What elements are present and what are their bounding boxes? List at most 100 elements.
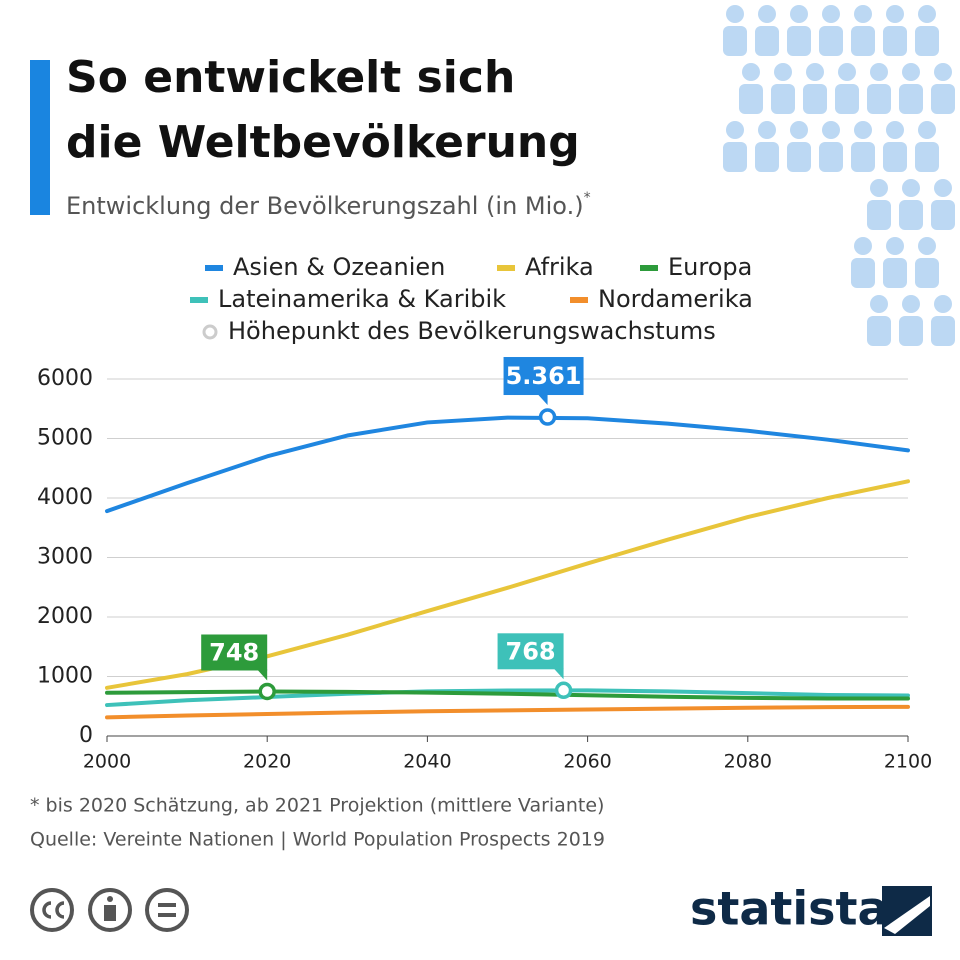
person-icon <box>726 5 744 23</box>
person-icon <box>723 26 747 56</box>
person-icon <box>758 121 776 139</box>
person-icon <box>915 258 939 288</box>
person-icon <box>835 84 859 114</box>
person-icon <box>739 84 763 114</box>
person-icon <box>918 5 936 23</box>
person-icon <box>851 26 875 56</box>
person-icon <box>934 295 952 313</box>
person-icon <box>854 121 872 139</box>
line <box>105 688 910 708</box>
person-icon <box>918 237 936 255</box>
y-tick-label: 4000 <box>37 485 93 510</box>
person-icon <box>870 63 888 81</box>
y-tick-label: 1000 <box>37 664 93 689</box>
person-icon <box>870 179 888 197</box>
person-icon <box>886 121 904 139</box>
person-icon <box>867 316 891 346</box>
peak-marker <box>258 682 276 701</box>
person-icon <box>771 84 795 114</box>
legend-marker <box>202 324 218 340</box>
person-icon <box>787 142 811 172</box>
x-tick-label: 2100 <box>884 751 932 773</box>
person-icon <box>915 142 939 172</box>
icon <box>30 888 74 932</box>
person-icon <box>870 295 888 313</box>
subtitle-text: Entwicklung der Bevölkerungszahl (in Mio… <box>66 192 584 220</box>
person-icon <box>854 5 872 23</box>
person-icon <box>886 5 904 23</box>
person-icon <box>726 121 744 139</box>
line <box>105 689 910 701</box>
line <box>105 704 910 720</box>
person-icon <box>931 316 955 346</box>
person-icon <box>790 121 808 139</box>
person-icon <box>755 142 779 172</box>
y-tick-label: 6000 <box>37 366 93 391</box>
subtitle: Entwicklung der Bevölkerungszahl (in Mio… <box>66 190 591 220</box>
person-icon <box>883 142 907 172</box>
person-icon <box>902 179 920 197</box>
person-icon <box>723 142 747 172</box>
person-icon <box>918 121 936 139</box>
person-icon <box>803 84 827 114</box>
person-icon <box>931 84 955 114</box>
legend-label: Nordamerika <box>598 285 753 313</box>
peak-marker <box>554 681 573 700</box>
x-tick-label: 2000 <box>83 751 131 773</box>
peak-label-box <box>497 633 564 670</box>
person-icon <box>822 121 840 139</box>
person-icon <box>742 63 760 81</box>
subtitle-marker: * <box>584 190 591 206</box>
person-icon <box>758 5 776 23</box>
y-tick-label: 3000 <box>37 545 93 570</box>
source: Quelle: Vereinte Nationen | World Popula… <box>30 829 605 851</box>
title: So entwickelt sich <box>66 52 515 103</box>
icon <box>107 896 113 902</box>
line <box>105 415 910 514</box>
x-tick-label: 2080 <box>724 751 772 773</box>
person-icon <box>883 258 907 288</box>
x-tick-label: 2040 <box>403 751 451 773</box>
legend-label: Lateinamerika & Karibik <box>218 285 506 313</box>
peak-label: 5.361 <box>506 362 582 390</box>
legend-label: Afrika <box>525 253 594 281</box>
footnote: * bis 2020 Schätzung, ab 2021 Projektion… <box>30 795 604 817</box>
person-icon <box>854 237 872 255</box>
person-icon <box>899 200 923 230</box>
person-icon <box>851 258 875 288</box>
x-tick-label: 2020 <box>243 751 291 773</box>
icon <box>88 888 132 932</box>
person-icon <box>774 63 792 81</box>
person-icon <box>851 142 875 172</box>
person-icon <box>902 295 920 313</box>
icon <box>104 905 116 921</box>
person-icon <box>822 5 840 23</box>
logo-mark <box>882 886 932 936</box>
peak-label-pointer <box>537 394 548 406</box>
person-icon <box>755 26 779 56</box>
legend-label: Asien & Ozeanien <box>233 253 445 281</box>
logo: statista <box>690 882 889 936</box>
peak-label-pointer <box>257 669 268 681</box>
y-tick-label: 2000 <box>37 604 93 629</box>
person-icon <box>902 63 920 81</box>
person-icon <box>934 179 952 197</box>
person-icon <box>867 200 891 230</box>
peak-label-box <box>503 357 584 396</box>
person-icon <box>806 63 824 81</box>
person-icon <box>886 237 904 255</box>
person-icon <box>819 26 843 56</box>
x-tick-label: 2060 <box>563 751 611 773</box>
legend-label: Europa <box>668 253 752 281</box>
person-icon <box>867 84 891 114</box>
y-tick-label: 5000 <box>37 426 93 451</box>
icon <box>42 901 65 919</box>
person-icon <box>899 316 923 346</box>
icon <box>145 888 189 932</box>
license-icons <box>30 888 189 932</box>
person-icon <box>899 84 923 114</box>
icon <box>158 903 176 917</box>
peak-label: 768 <box>506 637 556 665</box>
